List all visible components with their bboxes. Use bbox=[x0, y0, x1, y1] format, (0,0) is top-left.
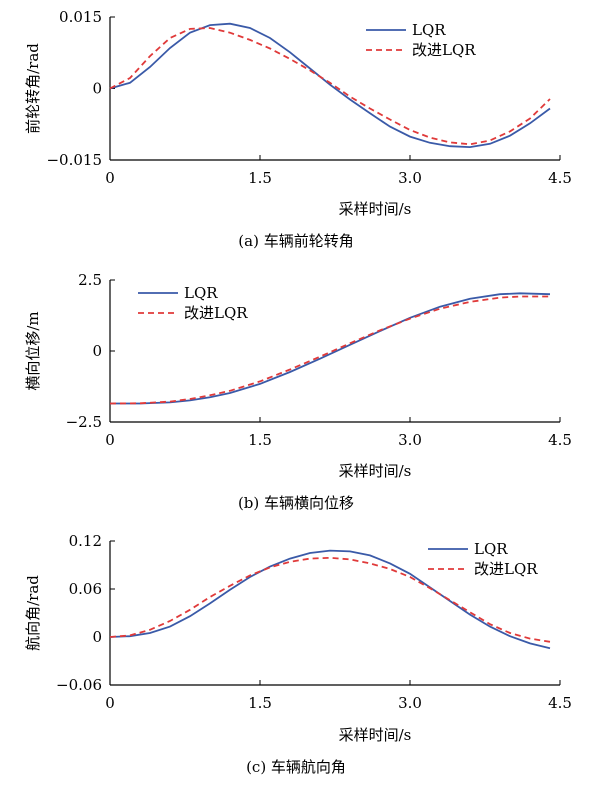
x-tick-label: 0 bbox=[105, 431, 115, 449]
x-tick-label: 4.5 bbox=[548, 694, 572, 712]
series-line-lqr bbox=[109, 549, 551, 650]
y-axis-label: 航向角/rad bbox=[24, 575, 42, 651]
y-tick-label: 0 bbox=[92, 628, 102, 646]
x-axis-label: 采样时间/s bbox=[339, 462, 412, 480]
series-line-improved-lqr bbox=[109, 27, 551, 146]
x-tick-label: 0 bbox=[105, 169, 115, 187]
legend: LQR 改进LQR bbox=[428, 540, 538, 578]
panel-caption: (c) 车辆航向角 bbox=[246, 758, 346, 776]
chart-panel-2: 2.50−2.50 1.5 3.0 4.5LQR改进LQR采样时间/s横向位移/m(b… bbox=[24, 271, 572, 512]
legend-label: LQR bbox=[184, 284, 218, 302]
series-line-lqr bbox=[110, 292, 551, 405]
y-tick-label: 0.015 bbox=[59, 8, 102, 26]
x-tick-label: 3.0 bbox=[398, 431, 422, 449]
y-tick-label: 0 bbox=[92, 80, 102, 98]
y-tick-label: 0 bbox=[92, 342, 102, 360]
y-tick-label: 0.06 bbox=[69, 580, 102, 598]
chart-panel-3: 0.120.060−0.060 1.5 3.0 4.5LQR改进LQR采样时间/s航向… bbox=[24, 532, 572, 776]
series-line-improved-lqr bbox=[109, 295, 550, 405]
x-tick-label: 1.5 bbox=[248, 431, 272, 449]
legend-label: 改进LQR bbox=[474, 560, 538, 578]
panel-caption: (a) 车辆前轮转角 bbox=[238, 232, 353, 250]
panel-caption: (b) 车辆横向位移 bbox=[238, 494, 354, 512]
legend: LQR 改进LQR bbox=[366, 21, 476, 59]
y-tick-label: −0.015 bbox=[46, 151, 102, 169]
y-tick-label: −2.5 bbox=[66, 413, 102, 431]
legend-label: LQR bbox=[474, 540, 508, 558]
x-tick-label: 4.5 bbox=[548, 431, 572, 449]
y-axis-label: 横向位移/m bbox=[24, 311, 42, 390]
y-tick-label: 2.5 bbox=[78, 271, 102, 289]
x-tick-label: 0 bbox=[105, 694, 115, 712]
legend-label: LQR bbox=[412, 21, 446, 39]
legend-label: 改进LQR bbox=[412, 41, 476, 59]
x-tick-label: 1.5 bbox=[248, 694, 272, 712]
x-tick-label: 3.0 bbox=[398, 169, 422, 187]
y-axis-label: 前轮转角/rad bbox=[24, 43, 42, 134]
series-line-lqr bbox=[109, 22, 551, 149]
x-axis-label: 采样时间/s bbox=[339, 200, 412, 218]
legend-label: 改进LQR bbox=[184, 304, 248, 322]
x-tick-label: 3.0 bbox=[398, 694, 422, 712]
x-axis-label: 采样时间/s bbox=[339, 726, 412, 744]
y-tick-label: −0.06 bbox=[56, 676, 102, 694]
legend: LQR 改进LQR bbox=[138, 284, 248, 322]
x-tick-label: 1.5 bbox=[248, 169, 272, 187]
x-tick-label: 4.5 bbox=[548, 169, 572, 187]
y-tick-label: 0.12 bbox=[69, 532, 102, 550]
